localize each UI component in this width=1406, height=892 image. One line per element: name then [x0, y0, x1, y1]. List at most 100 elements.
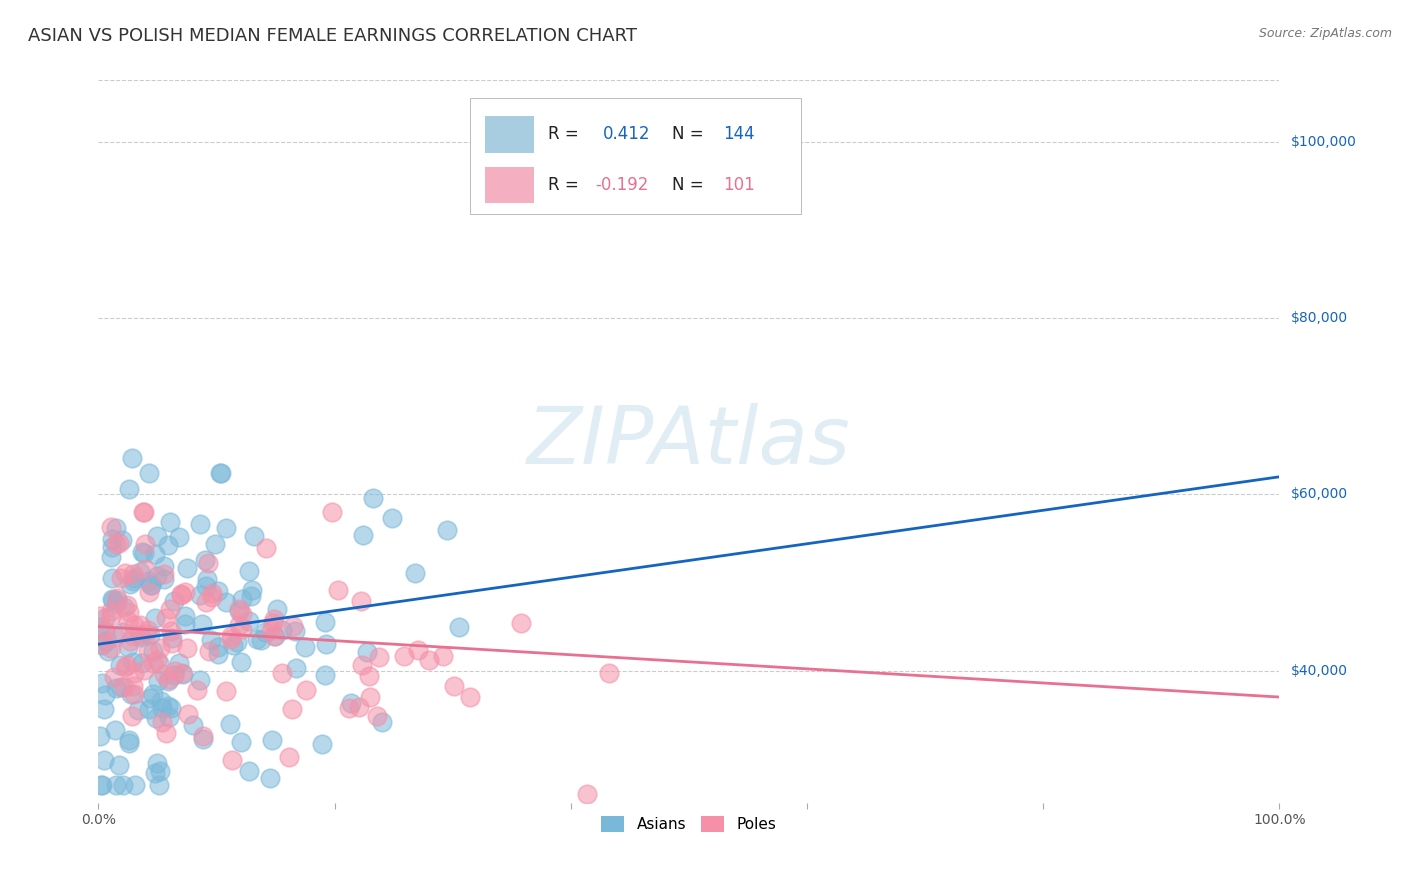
Point — [122, 666, 145, 681]
Point — [352, 528, 374, 542]
Point — [194, 552, 217, 566]
Point — [195, 594, 218, 608]
Point — [350, 658, 373, 673]
Point — [143, 610, 166, 624]
Point — [176, 640, 198, 655]
Text: R =: R = — [548, 126, 585, 144]
Point — [112, 625, 135, 640]
Point — [266, 601, 288, 615]
Point — [138, 702, 160, 716]
Point — [146, 674, 169, 689]
Text: ZIPAtlas: ZIPAtlas — [527, 402, 851, 481]
Point — [219, 632, 242, 647]
Point — [100, 549, 122, 564]
Point — [259, 771, 281, 785]
Point — [231, 622, 253, 636]
Point — [221, 753, 243, 767]
Point — [112, 680, 135, 694]
Point — [93, 753, 115, 767]
Point — [155, 611, 177, 625]
Point — [157, 698, 180, 713]
Point — [172, 665, 194, 680]
Point — [163, 664, 186, 678]
Point — [436, 523, 458, 537]
Point — [124, 778, 146, 792]
Point — [131, 544, 153, 558]
Point — [90, 639, 112, 653]
Point — [90, 637, 112, 651]
Text: N =: N = — [672, 126, 709, 144]
Point — [159, 601, 181, 615]
Point — [215, 521, 238, 535]
Point — [122, 618, 145, 632]
Text: 0.412: 0.412 — [603, 126, 650, 144]
Point — [100, 604, 122, 618]
Point — [215, 683, 238, 698]
Point — [250, 633, 273, 648]
Point — [207, 647, 229, 661]
Point — [170, 587, 193, 601]
Point — [350, 594, 373, 608]
Point — [118, 633, 141, 648]
Point — [238, 614, 260, 628]
Point — [231, 607, 253, 621]
Point — [145, 756, 167, 770]
Point — [191, 729, 214, 743]
Point — [162, 593, 184, 607]
Point — [228, 604, 250, 618]
Point — [211, 467, 233, 481]
Point — [238, 764, 260, 779]
Text: N =: N = — [672, 176, 709, 194]
Point — [149, 764, 172, 778]
Point — [229, 735, 252, 749]
Point — [118, 606, 141, 620]
Point — [94, 611, 117, 625]
Point — [340, 696, 363, 710]
Point — [263, 612, 285, 626]
Point — [148, 640, 170, 655]
Point — [263, 629, 285, 643]
Point — [361, 491, 384, 505]
Point — [432, 649, 454, 664]
Point — [271, 665, 294, 680]
Point — [254, 541, 277, 556]
Text: 144: 144 — [723, 126, 755, 144]
Point — [153, 559, 176, 574]
Point — [132, 664, 155, 678]
Point — [283, 618, 305, 632]
Point — [100, 571, 122, 585]
Point — [100, 641, 122, 656]
Point — [148, 657, 170, 671]
Point — [190, 617, 212, 632]
Point — [576, 787, 599, 801]
Point — [104, 778, 127, 792]
Point — [155, 726, 177, 740]
Legend: Asians, Poles: Asians, Poles — [595, 810, 783, 838]
Point — [143, 547, 166, 561]
Point — [104, 596, 127, 610]
Point — [108, 536, 131, 550]
Point — [105, 592, 128, 607]
Point — [89, 609, 111, 624]
Point — [122, 574, 145, 588]
Point — [215, 595, 238, 609]
Point — [104, 723, 127, 737]
Point — [118, 577, 141, 591]
Point — [447, 620, 470, 634]
Point — [243, 529, 266, 543]
Point — [139, 691, 162, 706]
Point — [134, 536, 156, 550]
Point — [404, 566, 426, 580]
Point — [112, 778, 135, 792]
Point — [222, 638, 245, 652]
Point — [114, 660, 136, 674]
Point — [231, 591, 253, 606]
Point — [138, 466, 160, 480]
FancyBboxPatch shape — [485, 116, 534, 153]
Point — [186, 683, 208, 698]
Point — [177, 707, 200, 722]
Point — [188, 516, 211, 531]
Point — [167, 657, 190, 671]
Point — [121, 709, 143, 723]
Point — [201, 585, 224, 599]
